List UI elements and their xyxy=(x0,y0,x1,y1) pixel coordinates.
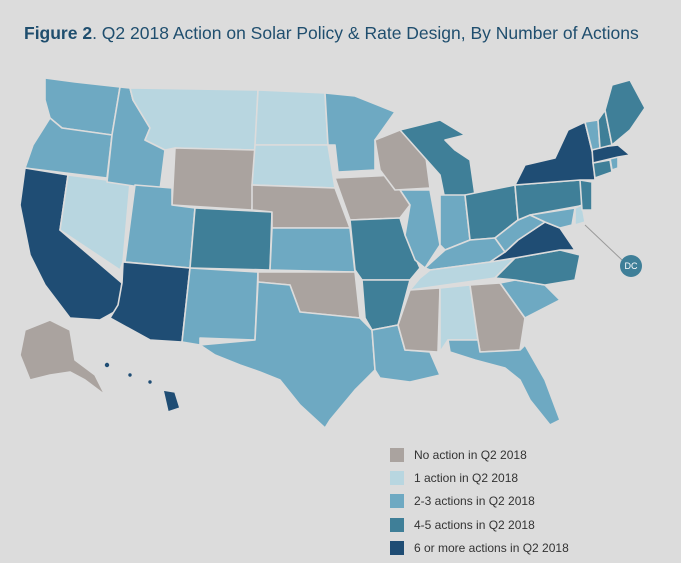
state-ks[interactable] xyxy=(269,227,356,273)
state-nm[interactable] xyxy=(181,267,259,346)
state-mo[interactable] xyxy=(349,217,421,281)
legend-label-four-five: 4-5 actions in Q2 2018 xyxy=(414,517,535,532)
state-ma[interactable] xyxy=(591,144,631,164)
state-mi[interactable] xyxy=(399,119,476,201)
state-md[interactable] xyxy=(529,207,576,229)
state-mt[interactable] xyxy=(129,87,259,151)
figure-number: Figure 2 xyxy=(24,23,93,43)
dc-label: DC xyxy=(625,261,638,271)
legend: No action in Q2 2018 1 action in Q2 2018… xyxy=(390,443,569,559)
legend-label-six-plus: 6 or more actions in Q2 2018 xyxy=(414,540,569,555)
state-me[interactable] xyxy=(604,79,646,146)
state-hi-island-3[interactable] xyxy=(146,378,154,386)
state-fl[interactable] xyxy=(447,339,561,426)
state-hi[interactable] xyxy=(162,389,181,413)
state-hi-island-2[interactable] xyxy=(126,371,134,379)
state-ms[interactable] xyxy=(397,287,441,353)
legend-item-four-five: 4-5 actions in Q2 2018 xyxy=(390,513,569,536)
state-ak[interactable] xyxy=(19,319,106,396)
state-az[interactable] xyxy=(109,261,191,343)
legend-item-two-three: 2-3 actions in Q2 2018 xyxy=(390,490,569,513)
legend-swatch-six-plus xyxy=(390,540,404,555)
legend-swatch-one xyxy=(390,470,404,485)
state-nj[interactable] xyxy=(579,179,593,211)
state-il[interactable] xyxy=(399,189,441,269)
legend-swatch-two-three xyxy=(390,494,404,509)
legend-item-none: No action in Q2 2018 xyxy=(390,443,569,466)
legend-swatch-none xyxy=(390,447,404,462)
state-mn[interactable] xyxy=(324,92,396,173)
legend-item-one: 1 action in Q2 2018 xyxy=(390,466,569,489)
dc-leader-line xyxy=(584,224,623,261)
legend-item-six-plus: 6 or more actions in Q2 2018 xyxy=(390,536,569,559)
figure-title: Figure 2. Q2 2018 Action on Solar Policy… xyxy=(24,23,639,44)
state-nd[interactable] xyxy=(254,89,329,146)
state-sd[interactable] xyxy=(251,144,336,189)
figure-title-text: . Q2 2018 Action on Solar Policy & Rate … xyxy=(92,23,639,43)
state-dc-marker[interactable] xyxy=(620,255,642,277)
legend-label-none: No action in Q2 2018 xyxy=(414,447,527,462)
state-hi-island[interactable] xyxy=(103,361,111,369)
legend-swatch-four-five xyxy=(390,517,404,532)
state-co[interactable] xyxy=(189,207,273,271)
state-tx[interactable] xyxy=(199,281,376,429)
legend-label-one: 1 action in Q2 2018 xyxy=(414,470,519,485)
legend-label-two-three: 2-3 actions in Q2 2018 xyxy=(414,494,535,509)
state-wy[interactable] xyxy=(171,147,256,211)
state-ny[interactable] xyxy=(514,121,596,186)
